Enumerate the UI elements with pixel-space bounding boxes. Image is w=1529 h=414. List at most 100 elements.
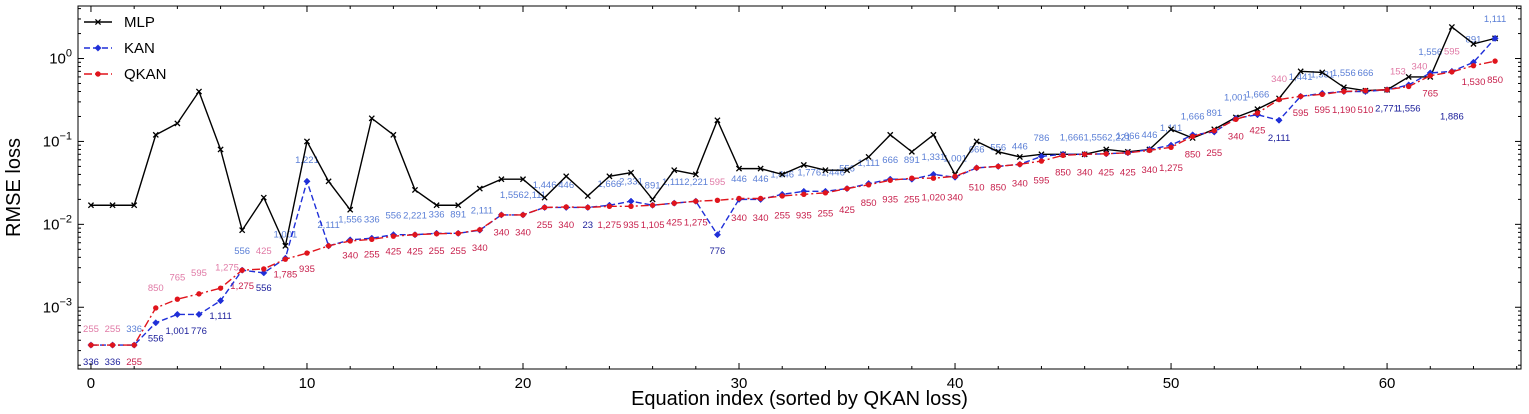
annotation-label: 1,666	[1116, 131, 1140, 142]
qkan-point	[282, 256, 289, 262]
qkan-point	[628, 203, 634, 210]
y-tick-label: 100	[49, 48, 72, 68]
annotation-label: 556	[234, 246, 250, 257]
qkan-point	[693, 198, 699, 204]
qkan-point	[585, 204, 591, 211]
annotation-label: 446	[753, 174, 769, 185]
annotation-label: 425	[1250, 126, 1266, 137]
qkan-point	[1427, 73, 1433, 79]
mlp-point	[908, 148, 915, 155]
qkan-point	[1189, 133, 1196, 140]
qkan-point	[1233, 116, 1239, 122]
mlp-point	[973, 138, 980, 145]
qkan-point	[1297, 93, 1304, 100]
qkan-point	[606, 203, 613, 210]
kan-point	[1491, 34, 1499, 42]
annotation-label: 935	[299, 264, 315, 275]
annotation-label: 510	[1358, 105, 1374, 116]
annotation-label: 340	[1412, 62, 1428, 73]
annotation-label: 425	[666, 218, 682, 229]
mlp-point	[865, 153, 872, 161]
kan-point	[260, 269, 268, 277]
annotation-label: 255	[1206, 148, 1222, 159]
mlp-point	[368, 115, 375, 122]
annotation-label: 1,275	[215, 263, 239, 274]
annotation-label: 336	[83, 357, 99, 368]
qkan-point	[563, 204, 569, 210]
annotation-label: 340	[558, 220, 574, 231]
qkan-point	[325, 243, 332, 249]
legend-qkan-marker	[95, 71, 101, 77]
mlp-point	[195, 88, 203, 95]
mlp-point	[563, 173, 570, 180]
mlp-point	[541, 194, 548, 201]
annotation-label: 556	[148, 333, 164, 344]
annotation-label: 2,771	[1375, 103, 1399, 114]
annotation-label: 2,111	[1268, 133, 1290, 144]
annotation-label: 425	[1098, 168, 1114, 179]
annotation-label: 556	[256, 283, 272, 294]
annotation-label: 556	[839, 164, 855, 175]
qkan-point	[1319, 91, 1325, 98]
mlp-point	[627, 169, 635, 176]
annotation-label: 765	[1422, 88, 1438, 99]
mlp-point	[109, 202, 116, 209]
annotation-label: 1,1112,221	[662, 177, 708, 188]
x-tick-label: 60	[1379, 375, 1396, 392]
qkan-point	[736, 195, 742, 202]
annotation-label: 255	[429, 246, 445, 257]
annotation-label: 776	[709, 246, 725, 257]
annotation-label: 1,221	[295, 155, 319, 166]
axes-layer: 0 10 20 30 40 50 60 10−3 10−2 10−1 100	[43, 6, 1521, 392]
annotation-label: 23	[583, 220, 594, 231]
kan-point	[303, 177, 311, 185]
annotation-label: 340	[342, 251, 358, 262]
annotation-label: 850	[861, 198, 877, 209]
annotation-label: 850	[1487, 75, 1503, 86]
x-tick-label: 10	[299, 375, 316, 392]
mlp-point	[1254, 106, 1261, 113]
annotation-label: 336	[429, 209, 445, 220]
mlp-point	[411, 186, 419, 193]
qkan-point	[477, 227, 483, 233]
mlp-line	[90, 25, 1496, 249]
x-tick-label: 30	[731, 375, 748, 392]
annotation-label: 1,886	[1440, 111, 1464, 122]
mlp-point	[433, 202, 440, 209]
mlp-point	[584, 192, 591, 200]
annotation-label: 1,275	[598, 220, 622, 231]
annotation-label: 666	[1358, 68, 1374, 79]
annotation-label: 891	[1206, 108, 1222, 119]
annotation-label: 595	[1444, 46, 1460, 57]
annotation-label: 425	[256, 246, 272, 257]
series-layer	[87, 23, 1499, 349]
qkan-point	[1125, 150, 1131, 156]
annotation-label: 1,111	[857, 158, 879, 169]
annotations-layer: 255 255 336 850 765 595 1,275 556 425 1,001 1,221 2…	[83, 14, 1506, 368]
annotation-label: 1,105	[641, 220, 665, 231]
annotation-label: 1,001	[943, 154, 967, 165]
qkan-point	[88, 342, 94, 348]
annotation-label: 1,275	[684, 218, 708, 229]
annotation-label: 850	[148, 283, 164, 294]
qkan-point	[455, 230, 461, 236]
annotation-label: 1,001	[165, 326, 189, 337]
annotation-label: 595	[1034, 175, 1050, 186]
mlp-point	[303, 138, 311, 145]
annotation-label: 2,111	[317, 220, 339, 231]
mlp-point	[390, 131, 397, 138]
qkan-point	[714, 197, 721, 203]
mlp-point	[239, 227, 246, 234]
annotation-label: 425	[1120, 168, 1136, 179]
annotation-label: 595	[191, 268, 207, 279]
annotation-label: 1,5562,111	[500, 190, 546, 201]
annotation-label: 446	[1142, 130, 1158, 141]
annotation-label: 765	[169, 272, 185, 283]
qkan-point	[390, 233, 397, 239]
x-tick-label: 50	[1163, 375, 1180, 392]
qkan-point	[131, 342, 137, 348]
annotation-label: 666	[969, 144, 985, 155]
mlp-point	[325, 178, 332, 185]
annotation-label: 340	[493, 227, 509, 238]
kan-line	[90, 37, 1496, 346]
